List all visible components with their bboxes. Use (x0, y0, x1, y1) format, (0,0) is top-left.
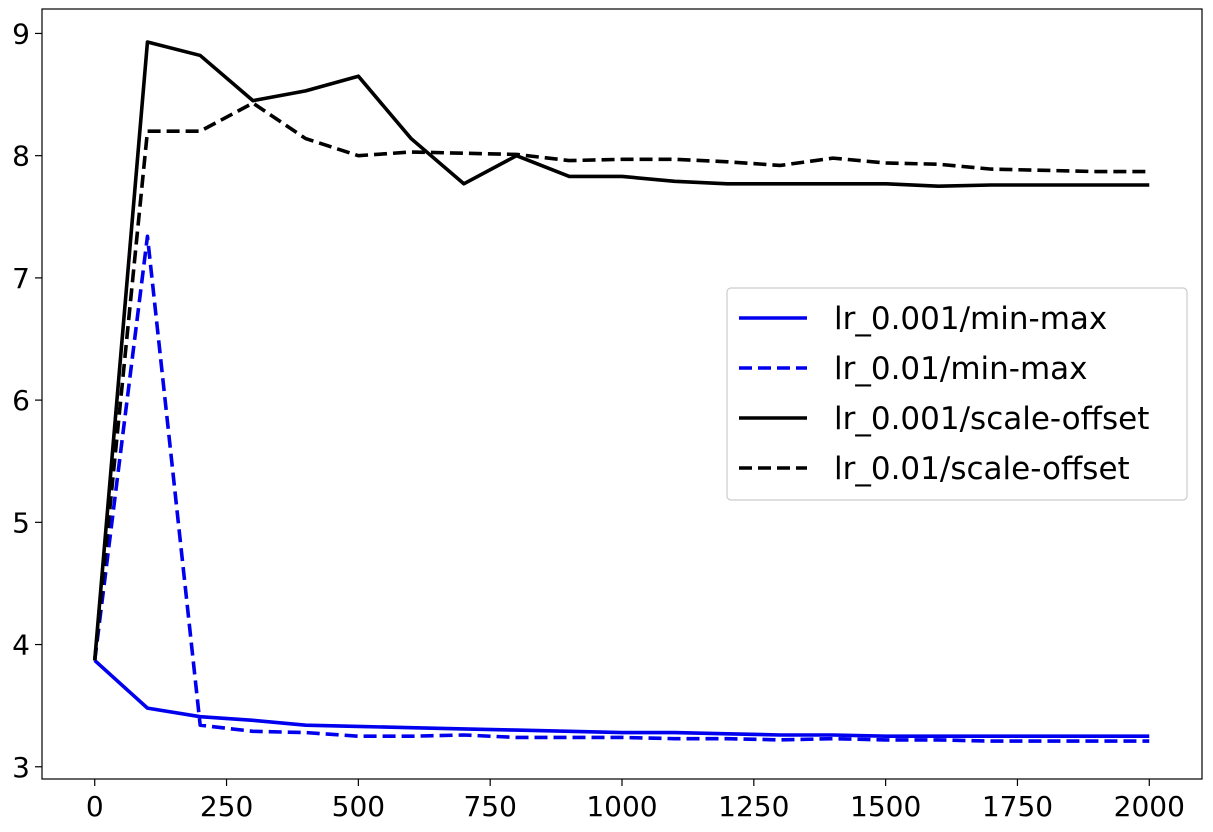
x-tick-label: 750 (463, 790, 516, 823)
legend-label-2: lr_0.001/scale-offset (834, 401, 1149, 437)
y-tick-label: 5 (12, 506, 30, 539)
x-tick-label: 500 (332, 790, 385, 823)
series-line-1 (92, 234, 1150, 743)
y-tick-label: 8 (12, 140, 30, 173)
legend-label-3: lr_0.01/scale-offset (834, 451, 1130, 487)
y-tick-label: 6 (12, 384, 30, 417)
series-line-0 (93, 659, 1150, 739)
x-tick-label: 1000 (586, 790, 657, 823)
series-line-3 (92, 101, 1150, 661)
x-tick-label: 2000 (1114, 790, 1185, 823)
y-tick-label: 3 (12, 751, 30, 784)
series-layer (92, 40, 1150, 743)
y-axis: 3 4 5 6 7 8 9 (12, 17, 42, 784)
x-tick-label: 1250 (718, 790, 789, 823)
series-line-2 (92, 40, 1150, 661)
x-tick-label: 250 (200, 790, 253, 823)
y-tick-label: 4 (12, 629, 30, 662)
x-axis: 0 250 500 750 1000 1250 1500 1750 2000 (86, 779, 1185, 823)
legend-box (726, 287, 1188, 501)
x-tick-label: 0 (86, 790, 104, 823)
y-tick-label: 7 (12, 262, 30, 295)
legend: lr_0.001/min-max lr_0.01/min-max lr_0.001/… (726, 287, 1188, 501)
legend-label-1: lr_0.01/min-max (834, 351, 1088, 387)
y-tick-label: 9 (12, 17, 30, 50)
legend-label-0: lr_0.001/min-max (834, 301, 1107, 337)
x-tick-label: 1750 (982, 790, 1053, 823)
x-tick-label: 1500 (850, 790, 921, 823)
